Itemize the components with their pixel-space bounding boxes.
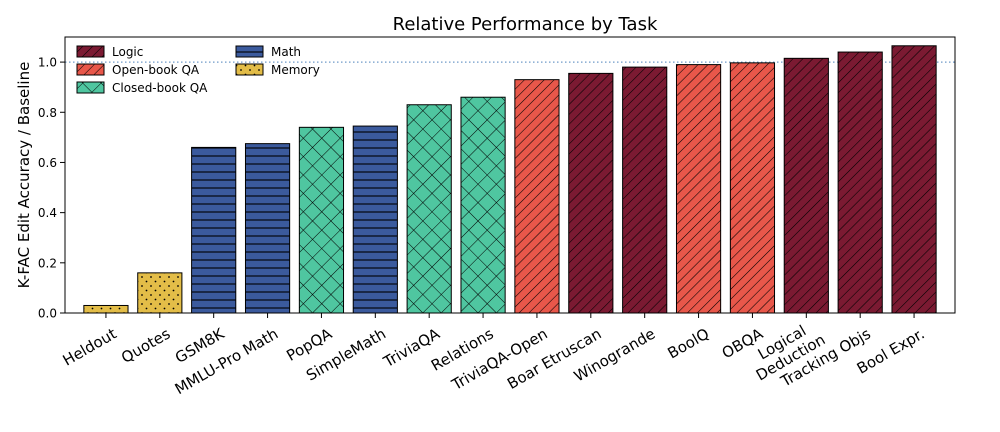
- chart-title: Relative Performance by Task: [393, 14, 658, 35]
- legend-swatch-outline: [235, 45, 264, 58]
- legend-swatch-hatch: [77, 82, 104, 93]
- y-tick-label: 1.0: [38, 56, 57, 70]
- bar: [891, 45, 937, 314]
- legend-label: Open-book QA: [112, 63, 200, 77]
- bar-hatch: [622, 67, 667, 313]
- bar-hatch: [460, 97, 506, 313]
- x-tick-label: Heldout: [60, 325, 120, 370]
- legend-swatch-outline: [76, 63, 105, 76]
- bar: [83, 304, 129, 314]
- bar: [137, 272, 183, 314]
- bar: [622, 66, 668, 314]
- legend-swatch-outline: [76, 81, 105, 94]
- legend-swatch-outline: [76, 45, 105, 58]
- legend-item: Memory: [235, 63, 320, 77]
- bar-hatch: [730, 62, 775, 314]
- bar: [514, 79, 560, 314]
- y-tick-label: 0.0: [38, 307, 57, 321]
- bar: [460, 96, 506, 314]
- bar-hatch: [568, 73, 613, 313]
- y-tick-label: 0.8: [38, 106, 57, 120]
- bar-hatch: [137, 272, 182, 313]
- y-ticks: 0.0 0.2 0.4 0.6 0.8 1.0: [38, 56, 65, 321]
- x-tick-label: Quotes: [118, 325, 173, 367]
- y-tick-label: 0.6: [38, 156, 57, 170]
- legend-label: Math: [271, 45, 301, 59]
- legend-swatch-hatch: [236, 64, 263, 75]
- bar-hatch: [784, 58, 829, 314]
- bar-hatch: [891, 45, 937, 313]
- legend-swatch-hatch: [77, 46, 104, 57]
- axes: [64, 36, 956, 314]
- legend-swatch-hatch: [236, 46, 263, 57]
- bars: [83, 45, 937, 314]
- legend-item: Closed-book QA: [76, 81, 208, 95]
- bar-hatch: [676, 64, 721, 313]
- legend-label: Logic: [112, 45, 143, 59]
- bar: [298, 126, 345, 314]
- legend-item: Open-book QA: [76, 63, 200, 77]
- bar: [729, 62, 776, 314]
- bar: [191, 146, 237, 314]
- x-tick-label: BoolQ: [665, 325, 713, 363]
- bar-hatch: [838, 52, 883, 314]
- plot-frame: [64, 36, 956, 314]
- bar-hatch: [299, 127, 344, 313]
- bar: [352, 125, 398, 314]
- legend-swatch-hatch: [77, 64, 104, 75]
- legend-swatch-outline: [235, 63, 264, 76]
- bar: [837, 51, 883, 314]
- bar-hatch: [83, 305, 129, 313]
- bar: [568, 72, 614, 314]
- bar-hatch: [191, 147, 236, 313]
- bar-hatch: [514, 79, 560, 314]
- y-tick-label: 0.4: [38, 206, 57, 220]
- legend-label: Memory: [271, 63, 320, 77]
- bar: [783, 57, 829, 314]
- legend-item: Logic: [76, 45, 143, 59]
- y-axis-label: K-FAC Edit Accuracy / Baseline: [15, 62, 33, 289]
- legend: Logic Open-book QA Closed-book QA Math Memor…: [76, 45, 320, 95]
- y-tick-label: 0.2: [38, 256, 57, 270]
- bar-hatch: [407, 104, 452, 313]
- bar: [675, 64, 722, 314]
- bar: [244, 143, 291, 314]
- legend-label: Closed-book QA: [112, 81, 208, 95]
- bar: [406, 104, 452, 314]
- bar-hatch: [245, 143, 290, 313]
- bar-hatch: [353, 126, 398, 313]
- legend-item: Math: [235, 45, 301, 59]
